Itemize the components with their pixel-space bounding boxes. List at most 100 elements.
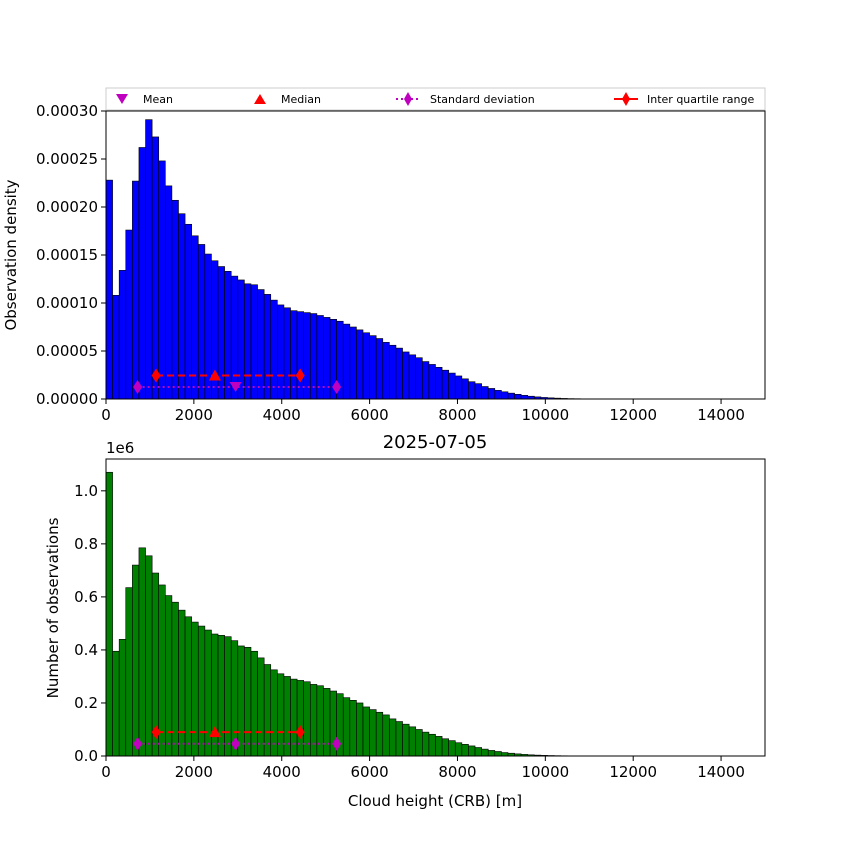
bot-bar bbox=[501, 752, 509, 757]
bot-bar bbox=[441, 738, 449, 757]
bot-std-high-marker bbox=[332, 736, 342, 751]
top-x-tick-label: 8000 bbox=[438, 406, 476, 424]
top-y-axis-label: Observation density bbox=[2, 179, 20, 330]
bottom-y-ticks: 0.0 0.2 0.4 0.6 0.8 1.0 bbox=[74, 482, 106, 765]
top-bar bbox=[145, 119, 153, 400]
top-x-tick-label: 10000 bbox=[521, 406, 569, 424]
top-std-high-marker bbox=[332, 380, 342, 394]
top-bar bbox=[382, 342, 390, 400]
top-bar bbox=[369, 335, 377, 400]
top-bar bbox=[132, 180, 140, 400]
bot-bar bbox=[118, 639, 127, 757]
top-x-tick-label: 0 bbox=[101, 406, 111, 424]
top-bar bbox=[454, 375, 463, 400]
bot-bar bbox=[316, 685, 324, 757]
bot-iqr-high-marker bbox=[295, 725, 305, 740]
bot-bar bbox=[356, 702, 364, 757]
top-bar bbox=[356, 329, 364, 400]
bot-bar bbox=[362, 706, 370, 757]
legend-entry-iqr: Inter quartile range bbox=[614, 92, 754, 106]
top-bar bbox=[408, 354, 417, 400]
top-y-tick-label: 0.00005 bbox=[36, 342, 98, 360]
top-x-tick-label: 2000 bbox=[175, 406, 213, 424]
top-bar bbox=[125, 229, 133, 400]
top-bar bbox=[270, 299, 278, 400]
top-iqr-high-marker bbox=[295, 368, 305, 383]
top-bar bbox=[184, 223, 192, 400]
bot-bar bbox=[112, 650, 120, 757]
std-marker-icon bbox=[404, 92, 412, 106]
bot-bar bbox=[303, 681, 311, 757]
top-bar bbox=[296, 311, 304, 400]
top-x-ticks: 0 2000 4000 6000 8000 10000 12000 14000 bbox=[101, 399, 745, 424]
legend-entry-mean: Mean bbox=[116, 93, 173, 106]
bot-bar bbox=[389, 718, 397, 757]
bot-bar bbox=[435, 736, 443, 757]
top-bar bbox=[237, 279, 245, 400]
bottom-x-axis-label: Cloud height (CRB) [m] bbox=[348, 792, 522, 810]
bot-bar bbox=[257, 657, 265, 757]
bot-bar bbox=[428, 733, 436, 757]
top-bar bbox=[290, 310, 298, 400]
top-bar bbox=[118, 270, 127, 400]
top-iqr-low-marker bbox=[151, 368, 161, 383]
top-bar bbox=[487, 388, 496, 400]
top-bar bbox=[375, 338, 384, 400]
bot-bar bbox=[468, 745, 476, 757]
bot-y-tick-label: 0.2 bbox=[74, 694, 98, 712]
top-bar bbox=[165, 185, 173, 400]
top-bar bbox=[428, 364, 436, 400]
top-y-tick-label: 0.00010 bbox=[36, 294, 98, 312]
top-bar bbox=[468, 381, 476, 400]
bot-bar bbox=[415, 729, 423, 757]
bot-x-tick-label: 2000 bbox=[175, 763, 213, 781]
bot-bar bbox=[481, 748, 489, 757]
legend-entry-median: Median bbox=[254, 93, 321, 106]
bot-median-marker bbox=[208, 726, 221, 738]
bot-bar bbox=[217, 635, 225, 757]
bot-bar bbox=[244, 646, 252, 757]
bottom-bars bbox=[105, 471, 634, 757]
bot-bar bbox=[487, 750, 496, 757]
bottom-scale-label: 1e6 bbox=[106, 439, 134, 457]
top-bar bbox=[501, 391, 509, 400]
top-bar bbox=[494, 390, 502, 400]
top-y-ticks: 0.00000 0.00005 0.00010 0.00015 0.00020 0.000… bbox=[36, 102, 106, 408]
bot-iqr-low-marker bbox=[151, 725, 161, 740]
top-bar bbox=[422, 361, 430, 400]
top-bar bbox=[158, 160, 166, 400]
top-std-low-marker bbox=[133, 380, 143, 394]
bot-y-tick-label: 0.4 bbox=[74, 641, 98, 659]
bot-bar bbox=[105, 471, 113, 757]
bot-bar bbox=[342, 697, 351, 757]
top-bar bbox=[349, 326, 357, 400]
legend-label-iqr: Inter quartile range bbox=[647, 93, 754, 106]
top-bar bbox=[435, 367, 443, 400]
bot-bar bbox=[178, 609, 186, 757]
bot-bar bbox=[132, 564, 140, 757]
bot-x-tick-label: 0 bbox=[101, 763, 111, 781]
top-bar bbox=[105, 179, 113, 400]
bottom-markers bbox=[133, 725, 342, 751]
top-x-tick-label: 12000 bbox=[609, 406, 657, 424]
top-bar bbox=[283, 307, 291, 400]
bot-bar bbox=[145, 555, 153, 757]
bot-bar bbox=[448, 740, 456, 757]
bot-bar bbox=[125, 587, 133, 757]
legend-label-median: Median bbox=[281, 93, 321, 106]
bot-bar bbox=[323, 688, 331, 757]
top-bar bbox=[171, 199, 179, 400]
bot-bar bbox=[197, 625, 206, 757]
top-bar bbox=[448, 372, 456, 400]
top-bar bbox=[415, 357, 423, 400]
bot-bar bbox=[422, 731, 430, 757]
legend-entry-std: Standard deviation bbox=[396, 92, 535, 106]
bot-x-tick-label: 10000 bbox=[521, 763, 569, 781]
top-x-tick-label: 14000 bbox=[697, 406, 745, 424]
bot-std-low-marker bbox=[133, 736, 143, 751]
legend-label-std: Standard deviation bbox=[430, 93, 535, 106]
bot-bar bbox=[461, 744, 469, 757]
top-bar bbox=[204, 253, 212, 400]
bottom-axes-frame bbox=[105, 458, 766, 757]
